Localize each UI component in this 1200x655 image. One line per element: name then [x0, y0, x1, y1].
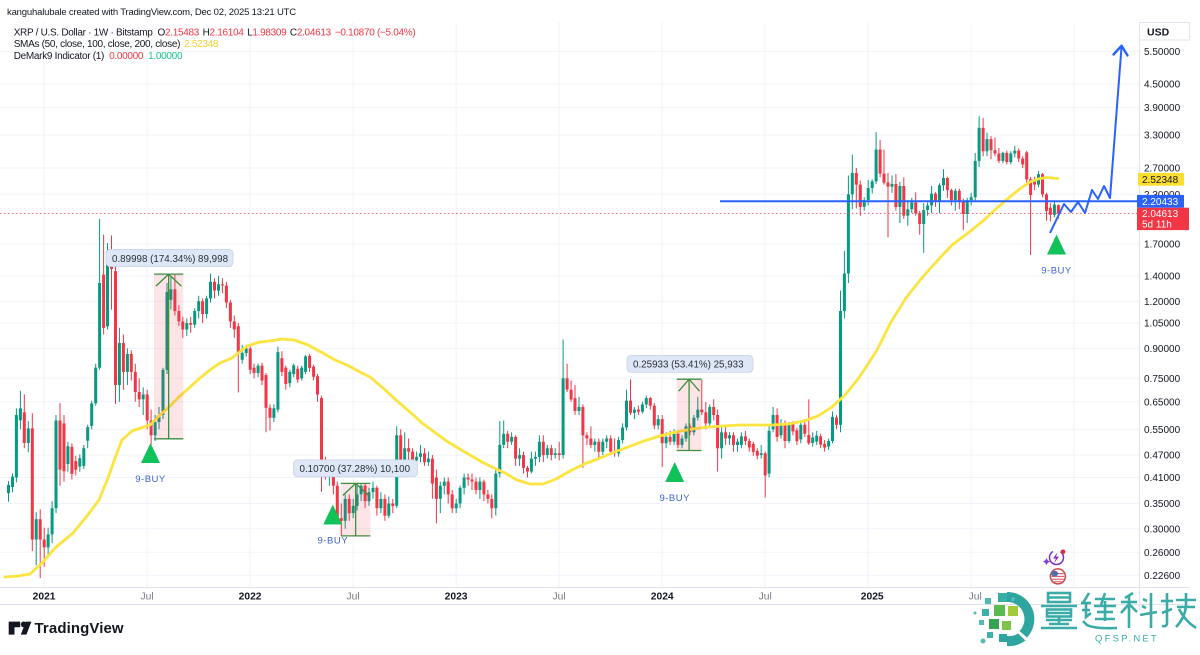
svg-text:0.47000: 0.47000: [1144, 451, 1181, 462]
svg-text:2023: 2023: [445, 592, 468, 603]
svg-text:2025: 2025: [861, 592, 884, 603]
svg-text:USD: USD: [1147, 27, 1170, 39]
svg-text:SMAs (50, close, 100, close, 2: SMAs (50, close, 100, close, 200, close)…: [14, 39, 219, 50]
svg-text:0.75000: 0.75000: [1144, 374, 1181, 385]
svg-text:2.52348: 2.52348: [1142, 175, 1179, 186]
svg-text:0.89998 (174.34%) 89,998: 0.89998 (174.34%) 89,998: [112, 254, 229, 265]
svg-text:Jul: Jul: [347, 592, 360, 603]
svg-text:2021: 2021: [33, 592, 56, 603]
svg-text:1.20000: 1.20000: [1144, 297, 1181, 308]
svg-text:kanguhalubale created with Tra: kanguhalubale created with TradingView.c…: [7, 7, 296, 18]
svg-text:2024: 2024: [651, 592, 674, 603]
svg-text:Jul: Jul: [969, 592, 982, 603]
svg-text:0.22600: 0.22600: [1144, 571, 1181, 582]
svg-text:Jul: Jul: [759, 592, 772, 603]
svg-text:XRP / U.S. Dollar · 1W · Bitst: XRP / U.S. Dollar · 1W · BitstampO2.1548…: [14, 28, 416, 39]
svg-text:Jul: Jul: [553, 592, 566, 603]
svg-text:0.30000: 0.30000: [1144, 524, 1181, 535]
svg-text:3.90000: 3.90000: [1144, 103, 1181, 114]
svg-text:0.25933 (53.41%) 25,933: 0.25933 (53.41%) 25,933: [633, 360, 744, 371]
svg-text:1.40000: 1.40000: [1144, 272, 1181, 283]
svg-text:0.65000: 0.65000: [1144, 397, 1181, 408]
svg-text:2.04613: 2.04613: [1142, 209, 1179, 220]
svg-text:5.50000: 5.50000: [1144, 47, 1181, 58]
svg-text:9-BUY: 9-BUY: [318, 536, 349, 547]
svg-text:0.26000: 0.26000: [1144, 548, 1181, 559]
svg-text:QFSP.NET: QFSP.NET: [1095, 634, 1159, 645]
svg-text:0.55000: 0.55000: [1144, 425, 1181, 436]
svg-text:2022: 2022: [239, 592, 262, 603]
svg-text:0.90000: 0.90000: [1144, 344, 1181, 355]
svg-text:2.20433: 2.20433: [1142, 197, 1179, 208]
svg-text:9-BUY: 9-BUY: [135, 474, 166, 485]
svg-text:Jul: Jul: [141, 592, 154, 603]
svg-text:0.41000: 0.41000: [1144, 473, 1181, 484]
svg-text:0.10700 (37.28%) 10,100: 0.10700 (37.28%) 10,100: [300, 464, 411, 475]
svg-text:4.50000: 4.50000: [1144, 80, 1181, 91]
svg-text:TradingView: TradingView: [35, 620, 124, 637]
svg-text:9-BUY: 9-BUY: [659, 493, 690, 504]
svg-text:3.30000: 3.30000: [1144, 131, 1181, 142]
svg-text:9-BUY: 9-BUY: [1041, 266, 1072, 277]
svg-text:1.70000: 1.70000: [1144, 240, 1181, 251]
svg-text:0.35000: 0.35000: [1144, 499, 1181, 510]
svg-text:1.05000: 1.05000: [1144, 319, 1181, 330]
svg-text:5d 11h: 5d 11h: [1142, 220, 1172, 231]
